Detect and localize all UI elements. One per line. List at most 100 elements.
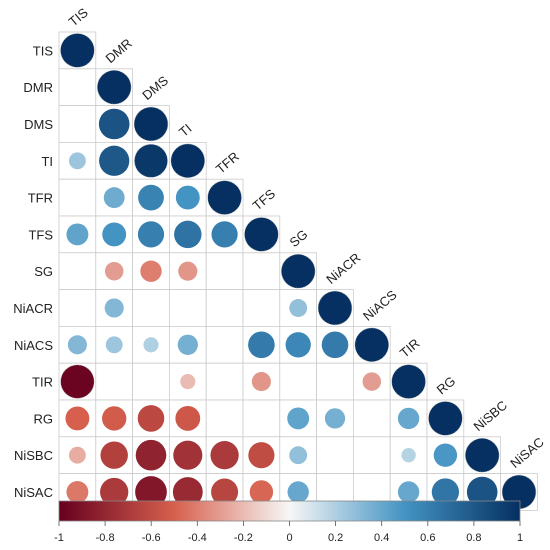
grid-cell — [242, 252, 281, 291]
column-label-nisbc: NiSBC — [470, 398, 510, 435]
corr-circle-niacs-niacs — [354, 327, 389, 362]
column-label-tir: TIR — [397, 336, 423, 361]
grid-cell — [205, 362, 244, 401]
corr-circle-niacs-dmr — [105, 336, 123, 354]
grid-cell — [58, 178, 97, 217]
column-label-tfr: TFR — [213, 149, 242, 177]
corr-circle-rg-sg — [287, 407, 310, 430]
row-label-dms: DMS — [24, 117, 53, 132]
column-label-dms: DMS — [139, 73, 171, 103]
colorbar-tick-label: 1 — [517, 532, 523, 544]
grid-cell — [58, 68, 97, 107]
corr-circle-nisac-tir — [397, 481, 420, 503]
grid-cell — [132, 325, 170, 364]
corr-circle-nisbc-ti — [173, 440, 203, 470]
row-label-ti: TI — [41, 154, 53, 169]
grid-cell — [242, 289, 281, 327]
corr-circle-rg-tir — [397, 407, 420, 430]
colorbar-tick-label: 0.4 — [374, 532, 389, 544]
column-label-sg: SG — [286, 227, 310, 251]
grid-cell — [95, 362, 134, 401]
corr-circle-nisbc-nisbc — [465, 438, 500, 473]
corr-circle-sg-ti — [178, 261, 198, 281]
corr-circle-tfr-tfr — [207, 180, 242, 215]
corr-circle-niacs-tfs — [248, 331, 275, 359]
corr-circle-nisac-rg — [431, 478, 460, 506]
corr-circle-tfr-dms — [138, 184, 164, 211]
corr-circle-nisbc-tfr — [210, 441, 239, 470]
corr-circle-nisbc-dmr — [100, 441, 128, 469]
row-label-rg: RG — [34, 411, 54, 426]
colorbar-tick-label: -0.8 — [96, 532, 115, 544]
grid-cell — [316, 362, 354, 401]
corr-circle-ti-tis — [68, 152, 86, 170]
grid-cell — [58, 289, 97, 327]
grid-cell — [168, 178, 207, 217]
corr-circle-nisbc-sg — [289, 446, 308, 465]
row-label-niacs: NiACS — [14, 338, 53, 353]
corr-circle-nisbc-rg — [433, 443, 458, 467]
corr-circle-tis-tis — [60, 33, 95, 68]
corr-circle-niacr-sg — [289, 299, 308, 317]
corr-circle-tir-tis — [60, 364, 95, 399]
corr-circle-nisac-ti — [172, 477, 203, 507]
corr-circle-rg-dmr — [102, 406, 127, 431]
colorbar-gradient — [58, 500, 521, 522]
corr-circle-tfr-dmr — [103, 187, 125, 209]
row-label-tis: TIS — [33, 43, 54, 58]
corr-circle-ti-ti — [170, 143, 206, 179]
corr-circle-nisbc-tir — [401, 448, 416, 463]
column-label-rg: RG — [434, 373, 459, 397]
corr-circle-nisac-nisbc — [466, 476, 498, 508]
corr-circle-tfr-ti — [175, 185, 200, 210]
corr-circle-ti-dmr — [99, 145, 130, 176]
grid-cell — [279, 362, 317, 401]
colorbar-tick-label: -1 — [54, 532, 64, 544]
grid-cell — [205, 399, 244, 438]
corr-circle-nisbc-tis — [68, 446, 86, 464]
grid-cell — [132, 289, 170, 327]
corr-circle-sg-dmr — [104, 261, 124, 281]
corr-circle-tfs-tis — [66, 223, 89, 246]
corr-circle-tir-tfs — [251, 372, 271, 392]
grid-cell — [352, 436, 391, 474]
row-label-dmr: DMR — [23, 80, 53, 95]
row-label-sg: SG — [34, 264, 53, 279]
corr-circle-tfs-ti — [174, 220, 202, 249]
corr-circle-nisac-tfr — [211, 478, 239, 506]
grid-cell — [58, 105, 97, 143]
grid-cell — [205, 252, 244, 291]
corr-circle-sg-dms — [140, 260, 162, 282]
corr-circle-rg-tis — [65, 406, 90, 431]
row-label-niacr: NiACR — [13, 301, 53, 316]
grid-cell — [168, 289, 207, 327]
row-label-tfr: TFR — [28, 191, 53, 206]
corr-circle-nisbc-tfs — [248, 442, 275, 469]
column-label-tis: TIS — [66, 5, 91, 30]
corr-circle-dmr-dmr — [96, 69, 132, 105]
grid-cell — [132, 362, 170, 401]
corr-circle-niacr-niacr — [317, 290, 353, 326]
column-label-dmr: DMR — [102, 36, 134, 67]
row-labels: TIS DMR DMS TI TFR TFS SG NiACR NiACS TIR RG NiSBC N… — [13, 43, 53, 500]
corr-circle-rg-niacr — [324, 408, 346, 429]
colorbar-tick-label: -0.6 — [142, 532, 161, 544]
corr-circle-niacs-dms — [143, 337, 159, 353]
corr-circle-tir-niacs — [362, 372, 382, 391]
corr-circle-dms-dms — [133, 106, 169, 142]
corr-circle-niacr-dmr — [104, 298, 124, 318]
colorbar-tick-label: -0.2 — [234, 532, 253, 544]
grid-cell — [352, 399, 391, 438]
grid-cell — [316, 436, 354, 474]
colorbar: -1 -0.8 -0.6 -0.4 -0.2 0 0.2 0.4 0.6 0.8 1 — [54, 500, 523, 544]
colorbar-tick-label: 0.2 — [328, 532, 343, 544]
corr-circle-dms-dmr — [98, 108, 130, 140]
colorbar-tick-label: 0.8 — [466, 532, 481, 544]
corr-circle-rg-rg — [428, 401, 463, 436]
corr-circle-nisac-tis — [66, 481, 89, 503]
corr-circle-niacs-ti — [177, 334, 198, 355]
colorbar-tick-label: 0.6 — [420, 532, 435, 544]
corr-circle-nisbc-dms — [135, 439, 167, 471]
corr-circle-nisac-tfs — [249, 480, 274, 504]
